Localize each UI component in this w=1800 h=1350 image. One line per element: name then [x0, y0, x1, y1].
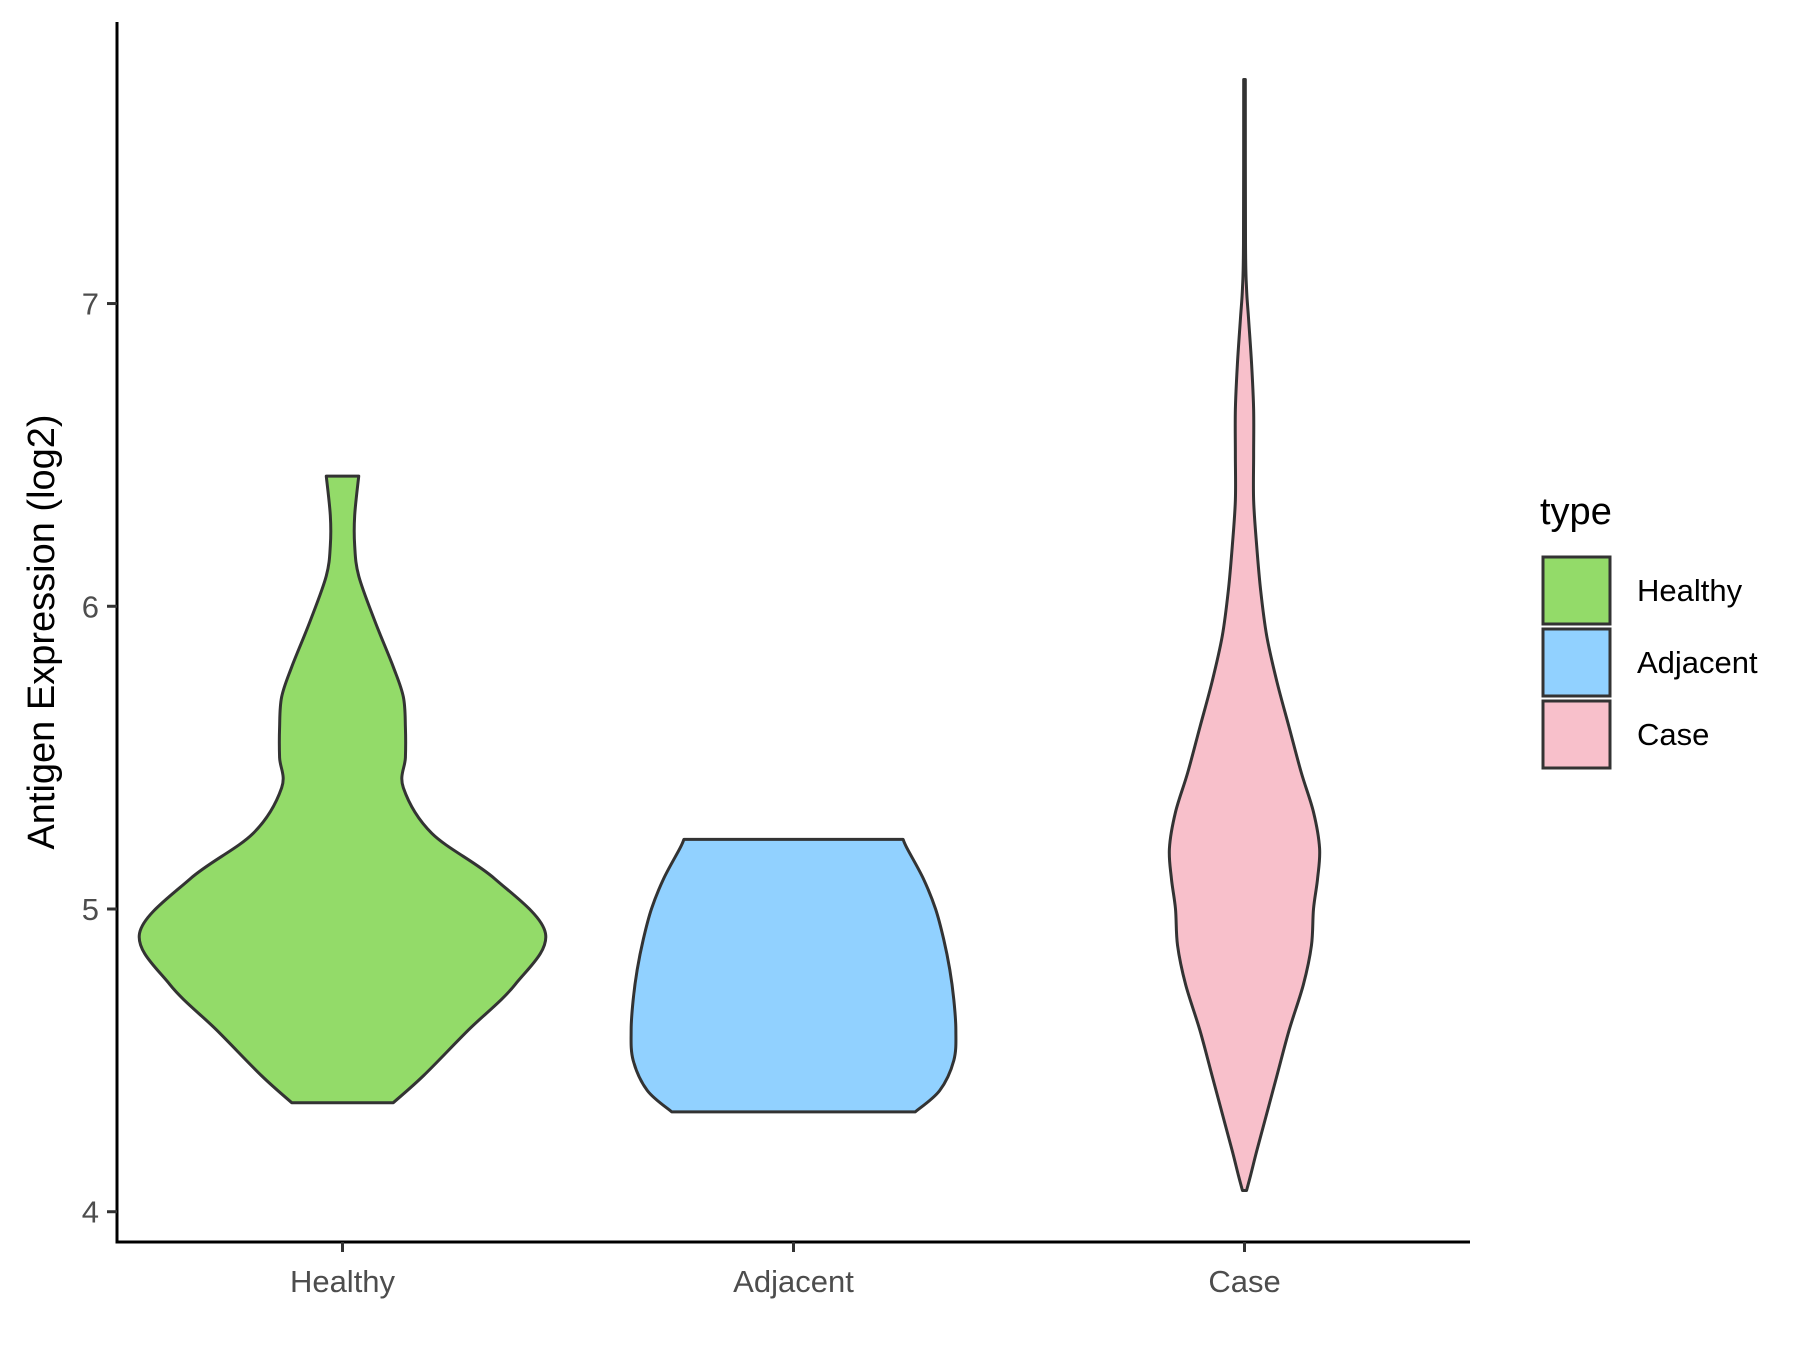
- legend-title: type: [1540, 491, 1612, 533]
- legend: type Healthy Adjacent Case: [1540, 491, 1758, 770]
- y-tick-label: 6: [82, 589, 99, 624]
- legend-label-healthy: Healthy: [1637, 573, 1743, 608]
- x-ticks-group: Healthy Adjacent Case: [290, 1242, 1281, 1299]
- legend-key-healthy: [1541, 555, 1612, 626]
- violins-group: [137, 78, 1322, 1193]
- legend-key-case: [1541, 699, 1612, 770]
- y-tick-label: 7: [82, 287, 99, 322]
- y-tick-label: 5: [82, 892, 99, 927]
- x-tick-label-adjacent: Adjacent: [733, 1264, 854, 1299]
- violin-adjacent: [629, 837, 958, 1114]
- violin-case: [1167, 78, 1322, 1193]
- x-tick-label-case: Case: [1208, 1264, 1280, 1299]
- legend-entries: Healthy Adjacent Case: [1541, 555, 1758, 770]
- legend-label-case: Case: [1637, 717, 1709, 752]
- legend-label-adjacent: Adjacent: [1637, 645, 1758, 680]
- x-tick-label-healthy: Healthy: [290, 1264, 396, 1299]
- y-ticks-group: 4 5 6 7: [82, 287, 117, 1230]
- violin-healthy: [137, 474, 548, 1105]
- legend-key-adjacent: [1541, 627, 1612, 698]
- y-tick-label: 4: [82, 1195, 99, 1230]
- y-axis-title: Antigen Expression (log2): [21, 414, 63, 849]
